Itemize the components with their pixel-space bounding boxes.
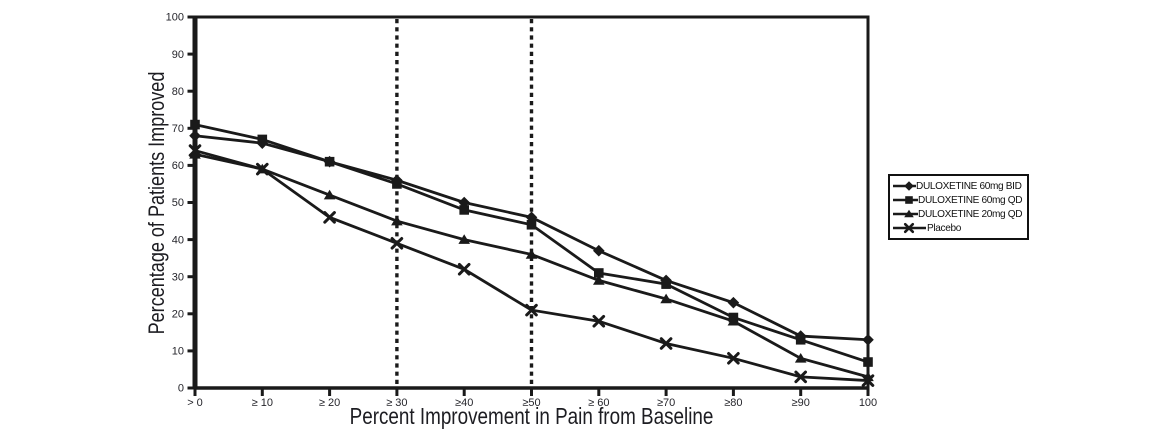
legend-box: DULOXETINE 60mg BID DULOXETINE 60mg QD DUL…	[888, 174, 1029, 240]
triangle-marker	[794, 353, 807, 363]
diamond-marker	[904, 181, 914, 191]
square-marker	[392, 179, 402, 189]
legend-label: DULOXETINE 60mg BID	[916, 180, 1022, 192]
x-tick-label: ≥70	[657, 397, 675, 409]
square-legend-icon	[893, 196, 918, 204]
xmark-legend-icon	[893, 222, 926, 234]
x-marker	[592, 314, 606, 328]
triangle-marker	[727, 315, 740, 326]
legend-item: DULOXETINE 60mg BID	[893, 179, 1025, 193]
y-axis-title: Percentage of Patients Improved	[144, 71, 169, 335]
x-marker	[861, 374, 875, 387]
square-marker	[795, 334, 806, 345]
x-tick-label: ≥ 10	[252, 397, 273, 409]
triangle-marker	[458, 234, 470, 244]
legend-label: DULOXETINE 20mg QD	[917, 208, 1023, 220]
legend-item: DULOXETINE 20mg QD	[893, 207, 1025, 221]
diamond-legend-icon	[893, 181, 917, 191]
y-tick-label: 60	[172, 160, 184, 172]
square-marker	[594, 268, 604, 278]
x-tick-label: ≥ 60	[588, 397, 609, 409]
square-marker	[324, 156, 335, 167]
legend-label: DULOXETINE 60mg QD	[917, 194, 1023, 206]
triangle-marker	[391, 215, 403, 226]
legend-item: DULOXETINE 60mg QD	[893, 193, 1025, 207]
triangle-marker	[189, 148, 201, 159]
square-marker	[526, 219, 537, 230]
square-marker	[190, 119, 200, 130]
diamond-marker	[189, 129, 201, 142]
y-tick-label: 90	[172, 49, 184, 61]
diamond-marker	[862, 333, 874, 346]
triangle-marker	[660, 293, 672, 304]
diamond-marker	[593, 244, 605, 257]
legend-item: Placebo	[893, 221, 1025, 235]
x-tick-label: ≥80	[724, 397, 742, 409]
x-tick-label: ≥90	[792, 397, 810, 409]
x-marker	[525, 303, 538, 317]
x-tick-label: > 0	[187, 397, 203, 409]
x-marker	[794, 370, 807, 384]
y-tick-label: 20	[172, 309, 184, 321]
triangle-marker	[593, 275, 605, 285]
diamond-marker	[727, 296, 740, 309]
triangle-marker	[323, 189, 336, 200]
y-tick-label: 50	[172, 197, 184, 209]
y-tick-label: 10	[172, 346, 184, 358]
square-marker	[863, 357, 873, 367]
y-tick-label: 40	[172, 234, 184, 246]
x-marker	[323, 211, 336, 224]
triangle-legend-icon	[893, 209, 918, 218]
x-marker	[659, 337, 673, 350]
y-tick-label: 100	[166, 12, 184, 24]
x-marker	[390, 237, 404, 250]
diamond-marker	[525, 211, 538, 224]
square-marker	[459, 205, 469, 215]
square-marker	[905, 196, 913, 204]
x-tick-label: 100	[859, 397, 877, 409]
x-marker	[256, 162, 269, 176]
x-marker	[727, 352, 740, 365]
y-tick-label: 80	[172, 86, 184, 98]
x-marker	[188, 144, 202, 157]
triangle-marker	[525, 249, 538, 259]
x-axis-title: Percent Improvement in Pain from Baselin…	[349, 403, 714, 429]
y-tick-label: 30	[172, 271, 184, 283]
y-tick-label: 70	[172, 123, 184, 135]
y-tick-label: 0	[178, 383, 184, 395]
square-marker	[257, 134, 268, 145]
square-marker	[661, 279, 671, 289]
x-tick-label: ≥50	[522, 397, 540, 409]
x-marker	[903, 222, 915, 234]
x-tick-label: ≥ 30	[386, 397, 407, 409]
x-tick-label: ≥ 20	[319, 397, 340, 409]
triangle-marker	[904, 209, 914, 218]
x-tick-label: ≥40	[455, 397, 473, 409]
x-marker	[457, 262, 471, 276]
legend-label: Placebo	[927, 222, 962, 234]
